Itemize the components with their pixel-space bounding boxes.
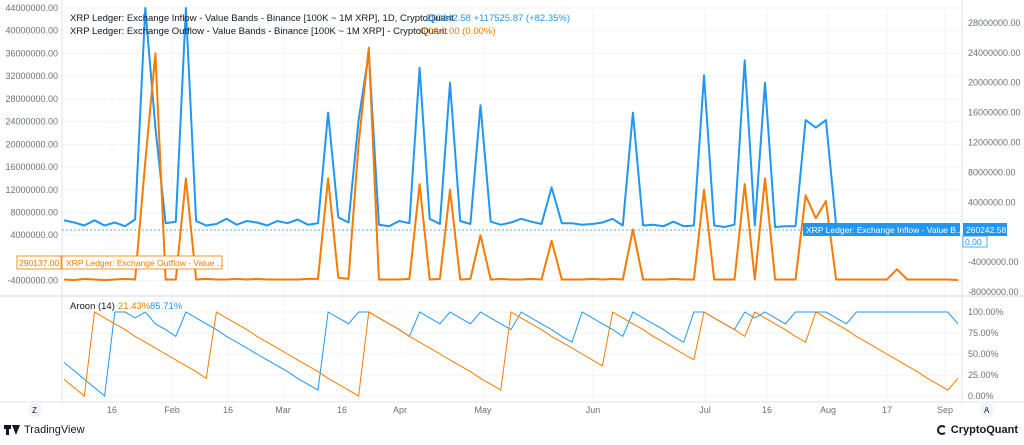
- tradingview-logo-icon: [4, 425, 20, 435]
- inflow-series-label-bg: [803, 223, 960, 236]
- time-tick-label: 16: [337, 405, 347, 415]
- inflow-price-label-bg: [963, 223, 1007, 236]
- time-tick-label: 16: [762, 405, 772, 415]
- aroon-tick-label: 50.00%: [968, 349, 999, 359]
- right-tick-label: 8000000.00: [968, 167, 1016, 177]
- cryptoquant-brand: CryptoQuant: [950, 424, 1018, 436]
- aroon-legend-up: 85.71%: [150, 301, 183, 312]
- time-tick-label: Mar: [275, 405, 291, 415]
- right-tick-label: 4000000.00: [968, 197, 1016, 207]
- inflow-series-label: XRP Ledger: Exchange Inflow - Value B...: [806, 225, 963, 235]
- right-tick-label: 24000000.00: [968, 48, 1021, 58]
- left-tick-label: 28000000.00: [5, 94, 58, 104]
- cryptoquant-logo-icon: [936, 425, 947, 435]
- outflow-series-label: XRP Ledger: Exchange Outflow - Value ...: [66, 258, 224, 268]
- left-tick-label: 8000000.00: [10, 207, 58, 217]
- inflow-series-line[interactable]: [63, 7, 959, 232]
- left-tick-label: -4000000.00: [7, 276, 58, 286]
- left-tick-label: 24000000.00: [5, 117, 58, 127]
- left-tick-label: 4000000.00: [10, 230, 58, 240]
- aroon-tick-label: 75.00%: [968, 328, 999, 338]
- legend-outflow-name[interactable]: XRP Ledger: Exchange Outflow - Value Ban…: [70, 26, 447, 37]
- aroon-legend-down: 21.43%: [118, 301, 151, 312]
- left-tick-label: 44000000.00: [5, 3, 58, 13]
- aroon-tick-label: 0.00%: [968, 391, 994, 401]
- tradingview-brand: TradingView: [24, 424, 85, 436]
- main-pane-grid: [62, 7, 962, 402]
- aroon-series-group: [63, 311, 959, 397]
- legend-inflow-values: 260242.58 +117525.87 (+82.35%): [426, 13, 570, 24]
- inflow-zero-label-bg: [962, 235, 988, 248]
- time-axis[interactable]: 16 Feb 16 Mar 16 Apr May Jun Jul 16 Aug 17 Sep: [107, 405, 953, 415]
- left-tick-label: 40000000.00: [5, 26, 58, 36]
- right-tick-label: -4000000.00: [968, 257, 1019, 267]
- time-tick-label: Jul: [699, 405, 711, 415]
- tradingview-footer[interactable]: TradingView: [4, 424, 85, 436]
- time-tick-label: Jun: [586, 405, 601, 415]
- time-tick-label: Sep: [937, 405, 953, 415]
- aroon-up-line[interactable]: [63, 311, 959, 397]
- aroon-pane-grid: [62, 311, 962, 397]
- time-tick-label: 16: [223, 405, 233, 415]
- outflow-price-label: 290137.00: [19, 258, 59, 268]
- left-tick-label: 12000000.00: [5, 185, 58, 195]
- outflow-series-line[interactable]: [63, 46, 959, 282]
- right-scale-button[interactable]: [980, 403, 994, 417]
- left-tick-label: 16000000.00: [5, 162, 58, 172]
- right-tick-label: 28000000.00: [968, 18, 1021, 28]
- time-tick-label: 17: [882, 405, 892, 415]
- right-price-axis[interactable]: 28000000.00 24000000.00 20000000.00 1600000…: [968, 18, 1021, 297]
- time-tick-label: 16: [107, 405, 117, 415]
- right-tick-label: -8000000.00: [968, 287, 1019, 297]
- legend-inflow-name[interactable]: XRP Ledger: Exchange Inflow - Value Band…: [70, 13, 454, 24]
- aroon-tick-label: 100.00%: [968, 307, 1004, 317]
- aroon-legend-name[interactable]: Aroon (14): [70, 301, 115, 312]
- time-tick-label: Apr: [393, 405, 407, 415]
- main-series-group: [63, 7, 959, 282]
- aroon-tick-label: 25.00%: [968, 370, 999, 380]
- aroon-down-line[interactable]: [63, 311, 959, 397]
- left-price-axis[interactable]: 44000000.00 40000000.00 36000000.00 3200000…: [5, 3, 58, 286]
- left-tick-label: 36000000.00: [5, 48, 58, 58]
- time-tick-label: Feb: [164, 405, 180, 415]
- outflow-price-label-bg: [16, 255, 62, 270]
- outflow-series-label-bg: [61, 255, 223, 270]
- right-scale-button-label: A: [984, 406, 990, 415]
- inflow-price-label: 260242.58: [966, 225, 1006, 235]
- right-tick-label: 16000000.00: [968, 108, 1021, 118]
- left-scale-button-label: Z: [32, 406, 37, 415]
- time-tick-label: May: [474, 405, 492, 415]
- aroon-axis[interactable]: 100.00% 75.00% 50.00% 25.00% 0.00%: [968, 307, 1004, 401]
- left-scale-button[interactable]: [28, 403, 42, 417]
- time-tick-label: Aug: [820, 405, 836, 415]
- left-tick-label: 32000000.00: [5, 71, 58, 81]
- left-tick-label: 20000000.00: [5, 139, 58, 149]
- inflow-zero-label: 0.00: [965, 237, 982, 247]
- right-tick-label: 12000000.00: [968, 138, 1021, 148]
- legend-outflow-values: 0.00 0.00 (0.00%): [420, 26, 496, 37]
- right-tick-label: 20000000.00: [968, 78, 1021, 88]
- cryptoquant-footer[interactable]: CryptoQuant: [936, 424, 1018, 436]
